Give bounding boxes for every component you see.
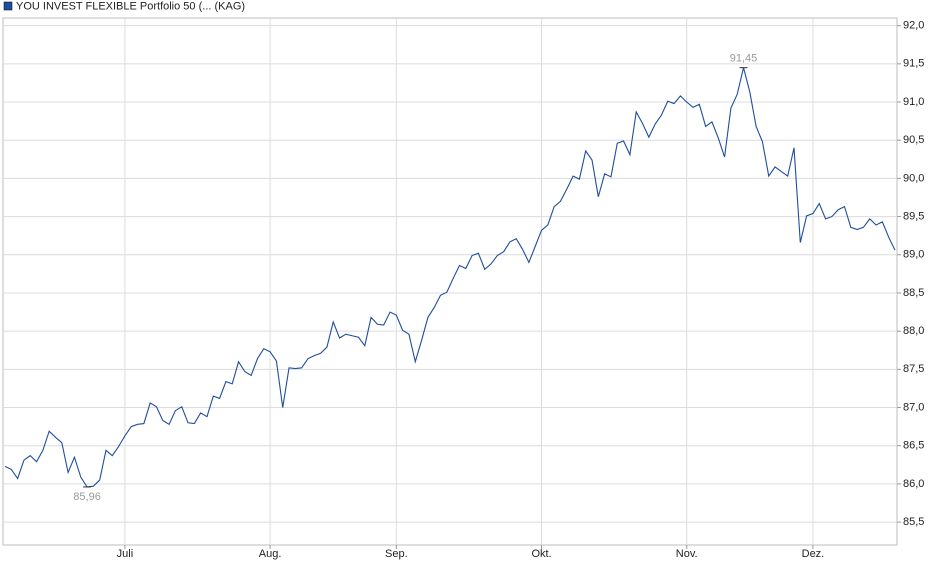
y-tick-label: 90,0: [903, 172, 924, 184]
y-tick-label: 87,0: [903, 401, 924, 413]
y-tick-label: 89,0: [903, 249, 924, 261]
y-tick-label: 92,0: [903, 20, 924, 32]
x-tick-label: Sep.: [385, 548, 408, 560]
y-tick-label: 90,5: [903, 134, 924, 146]
y-tick-label: 88,5: [903, 287, 924, 299]
y-tick-label: 88,0: [903, 325, 924, 337]
x-tick-label: Juli: [117, 548, 134, 560]
y-tick-label: 91,0: [903, 96, 924, 108]
plot-frame: [2, 17, 898, 546]
y-tick-label: 86,0: [903, 478, 924, 490]
x-tick-label: Okt.: [531, 548, 551, 560]
line: [4, 67, 896, 488]
legend-swatch: [3, 1, 13, 11]
value-label: 85,96: [73, 491, 101, 503]
legend-label: YOU INVEST FLEXIBLE Portfolio 50 (... (K…: [16, 0, 245, 12]
x-tick-label: Dez.: [802, 548, 825, 560]
value-label: 91,45: [730, 53, 758, 65]
y-tick-label: 86,5: [903, 440, 924, 452]
y-tick-label: 87,5: [903, 363, 924, 375]
y-tick-label: 91,5: [903, 58, 924, 70]
x-tick-label: Aug.: [259, 548, 282, 560]
y-tick-label: 89,5: [903, 210, 924, 222]
x-tick-label: Nov.: [676, 548, 698, 560]
y-tick-label: 85,5: [903, 516, 924, 528]
